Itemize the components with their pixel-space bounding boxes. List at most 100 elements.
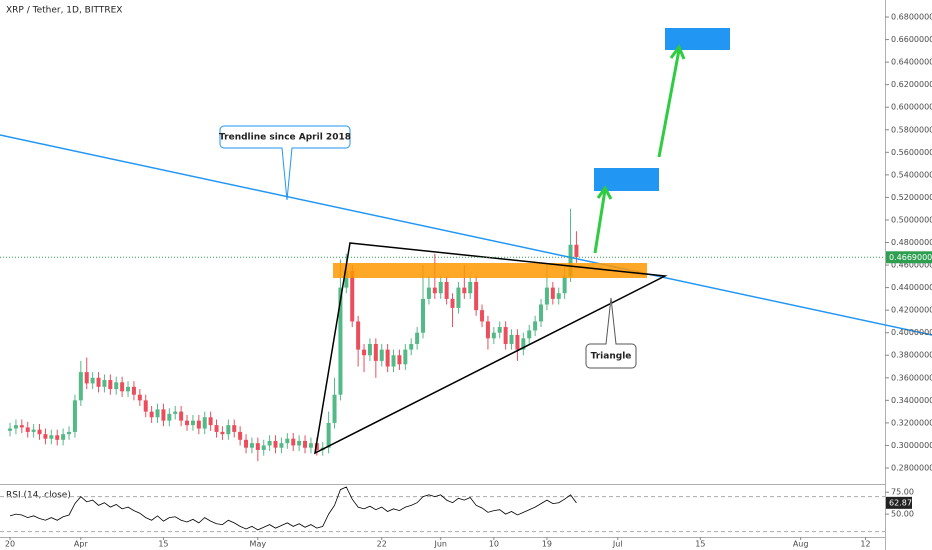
rsi-line	[9, 486, 577, 531]
candle-body	[438, 281, 443, 294]
candle-body	[291, 438, 296, 446]
candle-body	[497, 327, 502, 333]
candle-body	[379, 349, 384, 361]
candle-body	[155, 409, 160, 418]
x-tick-label: Aug	[793, 540, 809, 549]
triangle	[314, 242, 668, 455]
candle-body	[503, 327, 508, 344]
candle-body	[49, 435, 54, 439]
candle-body	[161, 409, 166, 421]
candle-body	[391, 355, 396, 367]
candle-body	[456, 287, 461, 308]
candle-body	[356, 321, 361, 350]
x-tick-label: 20	[5, 540, 15, 549]
candle-body	[491, 332, 496, 339]
candle-body	[338, 287, 343, 395]
candle-body	[562, 276, 567, 294]
candle-body	[285, 438, 290, 444]
price-label: 0.46690000	[889, 253, 932, 262]
candle-body	[403, 349, 408, 365]
candle-body	[308, 443, 313, 448]
candle-body	[249, 443, 254, 448]
annotation: Trendline since April 2018	[219, 133, 351, 143]
candle-body	[568, 244, 573, 277]
arrow	[593, 43, 686, 254]
candle-body	[326, 422, 331, 448]
target-box	[594, 168, 659, 191]
price-label-box	[886, 251, 932, 264]
candle-body	[8, 428, 13, 431]
candle-body	[173, 411, 178, 414]
candle-body	[515, 334, 520, 350]
candle-body	[179, 411, 184, 421]
candle-body	[344, 270, 349, 288]
candle-body	[131, 386, 136, 395]
x-tick-label: Apr	[74, 540, 89, 549]
candle-body	[426, 287, 431, 299]
x-tick-label: May	[250, 540, 267, 549]
candle-body	[196, 420, 201, 429]
candle-body	[509, 334, 514, 344]
candle-body	[167, 413, 172, 421]
candle-body	[350, 270, 355, 322]
candle-body	[202, 417, 207, 429]
candle-body	[238, 431, 243, 440]
annotation: Triangle	[591, 352, 632, 362]
candle-body	[143, 400, 148, 412]
candle-body	[255, 443, 260, 450]
candle-body	[485, 321, 490, 339]
candle-body	[232, 425, 237, 432]
candle-body	[367, 343, 372, 356]
candle-body	[120, 382, 125, 392]
candle-body	[261, 445, 266, 450]
candle-body	[480, 310, 485, 322]
trendline	[0, 134, 932, 336]
x-tick-label: 15	[158, 540, 168, 549]
candle-body	[185, 420, 190, 426]
candle-body	[432, 287, 437, 294]
candle-body	[544, 287, 549, 305]
candle-body	[273, 440, 278, 448]
candle-body	[13, 425, 18, 429]
candle-body	[556, 293, 561, 299]
candle-body	[108, 380, 113, 390]
candle-body	[55, 435, 60, 440]
candle-body	[373, 343, 378, 361]
candle-body	[208, 417, 213, 426]
rsi-last-label: 62.87	[889, 498, 912, 507]
candle-body	[332, 394, 337, 423]
candle-body	[397, 355, 402, 365]
candle-body	[90, 377, 95, 384]
marks	[8, 208, 579, 462]
candle-body	[126, 386, 131, 392]
candle-body	[220, 431, 225, 435]
candle-body	[444, 281, 449, 299]
candle-body	[574, 244, 579, 258]
candle-body	[279, 443, 284, 448]
candle-body	[96, 377, 101, 387]
candle-body	[244, 439, 249, 448]
candle-body	[415, 332, 420, 344]
candle-body	[37, 429, 42, 435]
candle-body	[214, 425, 219, 432]
candle-body	[421, 298, 426, 333]
candle-body	[226, 425, 231, 435]
x-tick-label: Jun	[433, 540, 447, 549]
candle-body	[297, 440, 302, 446]
